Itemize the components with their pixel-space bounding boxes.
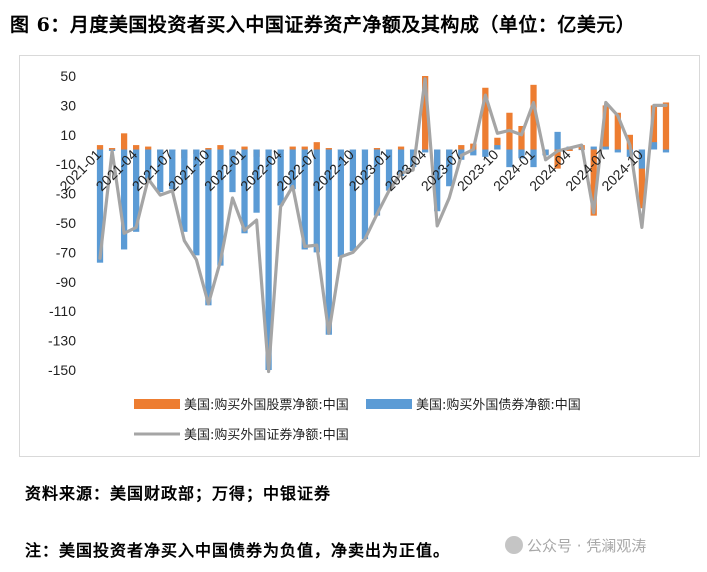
bond-bar (205, 149, 212, 306)
bond-bar (590, 146, 597, 150)
bond-bar (181, 149, 188, 232)
y-tick-label: -110 (49, 303, 76, 319)
legend-label-equity: 美国:购买外国股票净额:中国 (184, 397, 349, 413)
bars (96, 76, 670, 370)
legend-label-total: 美国:购买外国证券净额:中国 (184, 427, 349, 443)
legend-swatch-equity (134, 399, 180, 409)
y-tick-label: 50 (60, 68, 76, 84)
equity-bar (494, 137, 501, 150)
y-tick-labels: 50 30 10 -10 -30 -50 -70 -90 -110 -130 -150 (48, 68, 76, 378)
bond-bar (301, 149, 308, 250)
y-tick-label: -150 (48, 362, 76, 378)
wechat-icon (505, 536, 523, 554)
bond-bar (241, 149, 248, 234)
bond-bar (530, 149, 537, 168)
equity-bar (289, 146, 296, 150)
equity-bar (518, 125, 525, 150)
equity-bar (325, 148, 332, 150)
equity-bar (373, 148, 381, 150)
bond-bar (157, 149, 164, 193)
bond-bar (397, 149, 405, 176)
equity-bar (566, 149, 573, 151)
bond-bar (229, 149, 236, 193)
y-tick-label: -50 (56, 215, 76, 231)
chart-frame: 50 30 10 -10 -30 -50 -70 -90 -110 -130 -150 2021-0… (19, 55, 700, 457)
bond-bar (373, 149, 381, 216)
watermark: 公众号 · 凭澜观涛 (505, 535, 646, 556)
bond-bar (518, 149, 525, 159)
bond-bar (217, 149, 224, 266)
note-line: 注：美国投资者净买入中国债券为负值，净卖出为正值。 (25, 541, 451, 560)
equity-bar (313, 142, 320, 150)
legend-swatch-bond (366, 399, 412, 409)
equity-bar (96, 145, 104, 150)
equity-bar (530, 84, 537, 150)
legend-label-bond: 美国:购买外国债券净额:中国 (416, 397, 581, 413)
bond-bar (446, 149, 453, 187)
bond-bar (96, 149, 104, 263)
bond-bar (289, 149, 296, 190)
equity-bar (217, 145, 224, 150)
y-tick-label: -10 (56, 156, 76, 172)
watermark-text: 公众号 · 凭澜观涛 (527, 537, 647, 555)
equity-bar (108, 148, 116, 150)
bond-bar (662, 149, 670, 153)
bond-bar (337, 149, 344, 257)
bond-bar (638, 149, 646, 169)
equity-bar (650, 105, 658, 150)
bond-bar (133, 149, 140, 232)
bond-bar (554, 131, 561, 150)
source-line: 资料来源：美国财政部；万得；中银证券 (25, 484, 332, 503)
bond-bar (361, 149, 369, 240)
equity-bar (120, 133, 128, 150)
equity-bar (133, 145, 140, 150)
bond-bar (169, 149, 176, 190)
y-tick-label: -70 (56, 244, 76, 260)
bond-bar (193, 149, 200, 256)
total-line (98, 77, 668, 374)
bond-bar (434, 149, 441, 212)
bond-bar (120, 149, 128, 250)
bond-bar (385, 149, 393, 191)
bond-bar (265, 149, 272, 370)
y-tick-label: -30 (56, 186, 76, 202)
bond-bar (349, 149, 357, 251)
bond-bar (422, 149, 429, 153)
bond-bar (313, 149, 320, 253)
y-tick-label: -130 (48, 333, 76, 349)
legend: 美国:购买外国股票净额:中国 美国:购买外国债券净额:中国美国:购买外国证券净额:… (134, 397, 581, 443)
equity-bar (662, 102, 670, 150)
bond-bar (277, 149, 284, 206)
equity-bar (614, 112, 621, 150)
bond-bar (650, 142, 658, 150)
equity-bar (145, 146, 152, 150)
equity-bar (205, 148, 212, 150)
bond-bar (506, 149, 513, 168)
equity-bar (602, 105, 609, 150)
equity-bar (241, 146, 248, 150)
y-tick-label: 10 (60, 127, 76, 143)
y-tick-label: -90 (56, 274, 76, 290)
equity-bar (554, 149, 561, 169)
equity-bar (638, 149, 646, 209)
bond-bar (614, 149, 621, 153)
equity-bar (422, 76, 429, 150)
figure-title: 图 6：月度美国投资者买入中国证券资产净额及其构成（单位：亿美元） (10, 14, 636, 36)
total-series-line (98, 77, 668, 374)
bond-bar (145, 149, 152, 182)
equity-bar (482, 87, 489, 150)
equity-bar (590, 149, 597, 216)
y-tick-label: 30 (60, 97, 76, 113)
equity-bar (301, 146, 308, 150)
bond-bar (482, 149, 489, 157)
equity-bar (397, 146, 405, 150)
equity-bar (458, 145, 465, 150)
bond-bar (494, 145, 501, 150)
bond-bar (602, 146, 609, 150)
bond-bar (253, 149, 260, 213)
bond-bar (470, 149, 477, 156)
bond-bar (325, 149, 332, 335)
